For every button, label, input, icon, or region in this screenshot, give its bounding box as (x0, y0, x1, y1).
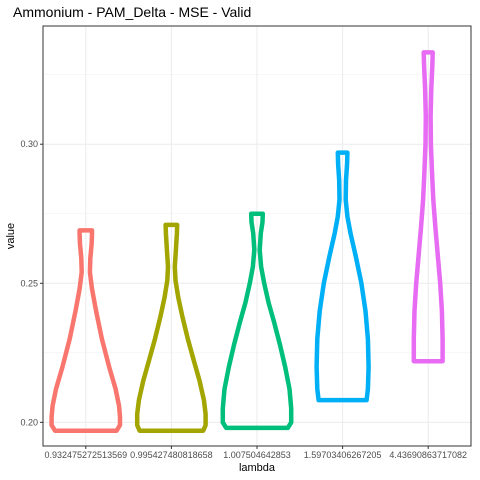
violin-1 (49, 228, 123, 433)
chart-title: Ammonium - PAM_Delta - MSE - Valid (13, 4, 252, 20)
x-tick-label: 0.932475272513569 (45, 450, 128, 460)
violin-4 (314, 150, 371, 403)
violins (49, 50, 445, 433)
x-axis: 0.932475272513569 0.995427480818658 1.0075… (45, 446, 467, 460)
x-axis-title: lambda (239, 462, 276, 474)
y-tick-label: 0.25 (20, 278, 38, 288)
y-tick-label: 0.30 (20, 139, 38, 149)
x-tick-label: 1.007504642853 (223, 450, 291, 460)
y-axis-title: value (5, 223, 17, 249)
violin-3 (220, 211, 294, 431)
y-tick-label: 0.20 (20, 417, 38, 427)
x-tick-label: 0.995427480818658 (130, 450, 213, 460)
x-tick-label: 4.43690863717082 (389, 450, 467, 460)
grid (43, 26, 471, 446)
violin-5 (411, 50, 445, 364)
y-axis: 0.20 0.25 0.30 (20, 139, 43, 427)
x-tick-label: 1.59703406267205 (304, 450, 382, 460)
violin-2 (134, 222, 208, 433)
